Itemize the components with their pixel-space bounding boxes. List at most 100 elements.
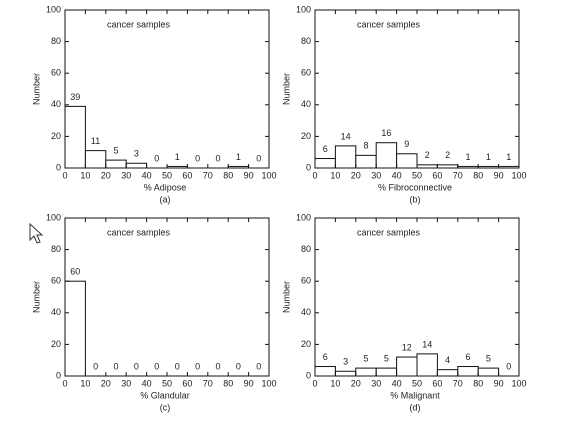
x-tick-label: 100: [511, 170, 526, 180]
data-label: 5: [113, 145, 118, 155]
data-label: 0: [215, 361, 220, 371]
data-label: 2: [425, 150, 430, 160]
annotation: cancer samples: [357, 19, 421, 29]
y-tick-label: 20: [51, 131, 61, 141]
data-label: 0: [195, 361, 200, 371]
caption: (a): [160, 194, 171, 204]
histogram-bar: [416, 353, 438, 377]
y-tick-label: 40: [301, 307, 311, 317]
histogram-bar: [457, 366, 479, 377]
x-tick-label: 60: [432, 378, 442, 388]
data-label: 60: [70, 267, 80, 277]
x-tick-label: 30: [121, 378, 131, 388]
x-tick-label: 30: [371, 378, 381, 388]
annotation: cancer samples: [107, 227, 171, 237]
data-label: 6: [323, 144, 328, 154]
data-label: 12: [402, 342, 412, 352]
data-label: 0: [215, 153, 220, 163]
x-tick-label: 40: [392, 170, 402, 180]
data-label: 14: [422, 339, 432, 349]
data-label: 1: [175, 152, 180, 162]
x-tick-label: 70: [203, 378, 213, 388]
x-tick-label: 70: [453, 170, 463, 180]
x-tick-label: 20: [101, 170, 111, 180]
histogram-bar: [105, 159, 127, 169]
histogram-bar: [375, 142, 398, 169]
y-tick-label: 80: [301, 36, 311, 46]
data-label: 0: [256, 153, 261, 163]
y-tick-label: 0: [56, 162, 61, 172]
y-tick-label: 0: [56, 370, 61, 380]
x-tick-label: 0: [312, 170, 317, 180]
x-tick-label: 40: [392, 378, 402, 388]
annotation: cancer samples: [107, 19, 171, 29]
x-tick-label: 70: [453, 378, 463, 388]
y-tick-label: 100: [46, 4, 61, 14]
histogram-bar: [84, 150, 107, 169]
y-tick-label: 40: [51, 99, 61, 109]
x-tick-label: 10: [330, 378, 340, 388]
data-label: 3: [343, 357, 348, 367]
data-label: 14: [341, 131, 351, 141]
x-tick-label: 10: [330, 170, 340, 180]
data-label: 0: [506, 361, 511, 371]
data-label: 0: [175, 361, 180, 371]
x-tick-label: 40: [142, 170, 152, 180]
histogram-bar: [436, 369, 459, 377]
histogram-bar: [375, 367, 398, 377]
x-tick-label: 60: [182, 378, 192, 388]
y-axis-label: Number: [31, 73, 41, 105]
y-tick-label: 20: [301, 339, 311, 349]
x-tick-label: 90: [494, 170, 504, 180]
x-axis-label: % Glandular: [140, 390, 190, 400]
x-tick-label: 50: [412, 170, 422, 180]
data-label: 0: [154, 361, 159, 371]
y-tick-label: 0: [306, 162, 311, 172]
y-tick-label: 100: [296, 4, 311, 14]
y-axis-label: Number: [31, 281, 41, 313]
x-tick-label: 60: [432, 170, 442, 180]
caption: (d): [410, 402, 421, 412]
x-tick-label: 20: [351, 378, 361, 388]
annotation: cancer samples: [357, 227, 421, 237]
data-label: 5: [384, 353, 389, 363]
mouse-cursor: [29, 222, 44, 244]
x-tick-label: 100: [261, 378, 276, 388]
x-tick-label: 0: [312, 378, 317, 388]
data-label: 9: [404, 139, 409, 149]
caption: (b): [410, 194, 421, 204]
x-tick-label: 80: [223, 378, 233, 388]
y-tick-label: 60: [301, 68, 311, 78]
data-label: 11: [91, 136, 100, 146]
x-axis-label: % Adipose: [144, 182, 187, 192]
x-tick-label: 20: [101, 378, 111, 388]
histogram-bar: [64, 280, 86, 377]
histogram-bar: [477, 367, 500, 377]
data-label: 2: [445, 150, 450, 160]
x-axis-label: % Malignant: [390, 390, 440, 400]
y-axis-label: Number: [281, 73, 291, 105]
x-tick-label: 70: [203, 170, 213, 180]
histogram-bar: [314, 158, 336, 169]
x-tick-label: 80: [223, 170, 233, 180]
axes-box: [314, 217, 520, 377]
data-label: 0: [195, 153, 200, 163]
x-tick-label: 80: [473, 378, 483, 388]
data-label: 0: [236, 361, 241, 371]
y-tick-label: 40: [301, 99, 311, 109]
x-tick-label: 50: [162, 170, 172, 180]
y-tick-label: 20: [51, 339, 61, 349]
data-label: 1: [465, 152, 470, 162]
y-tick-label: 40: [51, 307, 61, 317]
caption: (c): [160, 402, 171, 412]
x-tick-label: 10: [80, 170, 90, 180]
y-tick-label: 100: [296, 212, 311, 222]
y-tick-label: 20: [301, 131, 311, 141]
data-label: 6: [323, 352, 328, 362]
x-tick-label: 50: [162, 378, 172, 388]
y-tick-label: 100: [46, 212, 61, 222]
x-axis-label: % Fibroconnective: [378, 182, 452, 192]
data-label: 16: [381, 128, 391, 138]
x-tick-label: 80: [473, 170, 483, 180]
